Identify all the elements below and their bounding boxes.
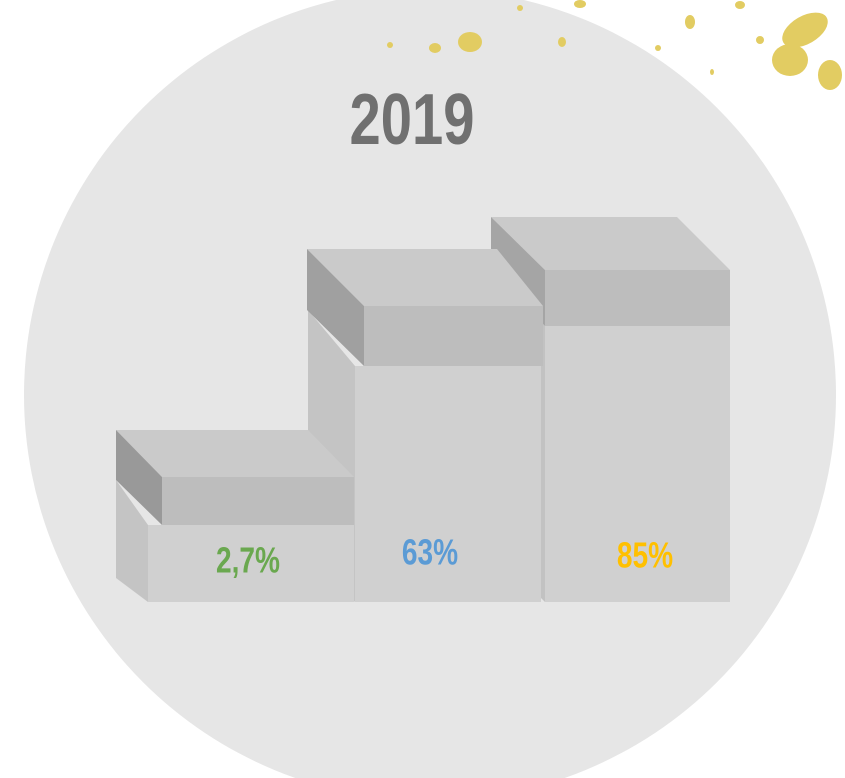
value-label: 2,7% [216,540,280,580]
step-1 [116,430,354,602]
confetti [387,0,842,90]
title: 2019 [350,79,475,159]
value-label: 85% [617,535,673,575]
value-label: 63% [402,532,458,572]
